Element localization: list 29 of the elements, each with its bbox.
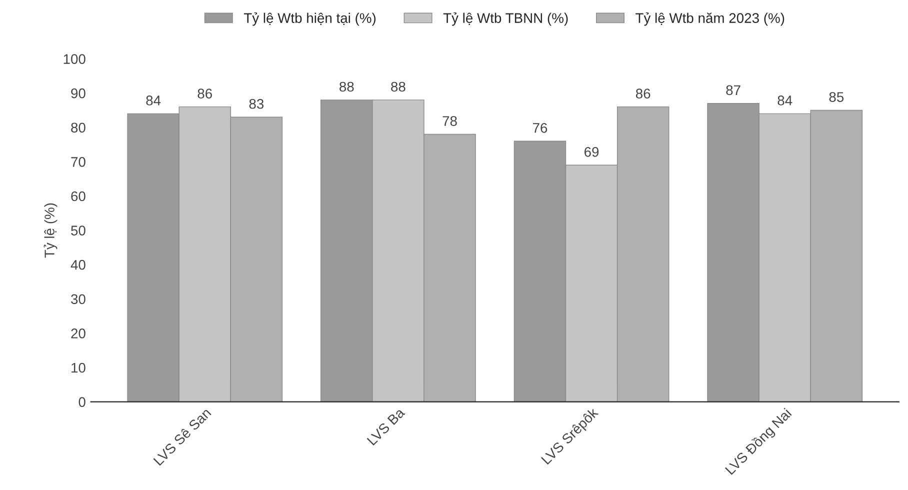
y-axis-title: Tỷ lệ (%) [44,203,58,258]
y-tick-label: 0 [78,397,86,407]
x-tick-label: LVS Ba [366,406,406,446]
y-tick-label: 40 [70,260,86,270]
y-tick-label: 100 [64,54,86,64]
y-tick-label: 10 [72,362,86,373]
data-label: 78 [442,116,457,126]
legend-label: Tỷ lệ Wtb năm 2023 (%) [636,12,784,26]
data-label: 87 [726,85,740,96]
data-label: 88 [340,82,354,92]
x-tick-label: LVS Sê San [152,407,212,466]
data-label: 84 [778,96,792,106]
data-label: 86 [198,88,212,99]
data-label: 86 [636,88,650,99]
data-label: 88 [391,82,406,92]
y-tick-label: 90 [71,88,86,98]
y-tick-label: 80 [71,122,86,133]
y-tick-label: 30 [71,294,86,304]
data-label: 83 [249,98,264,109]
data-label: 84 [146,96,161,106]
legend-label: Tỷ lệ Wtb TBNN (%) [443,12,568,26]
legend-label: Tỷ lệ Wtb hiện tại (%) [244,12,376,26]
y-tick-label: 20 [71,328,86,338]
y-tick-label: 50 [71,226,86,236]
y-tick-label: 60 [71,191,86,202]
data-label: 85 [829,92,844,102]
data-label: 69 [584,146,599,157]
y-tick-label: 70 [71,157,86,167]
data-label: 76 [532,122,548,133]
